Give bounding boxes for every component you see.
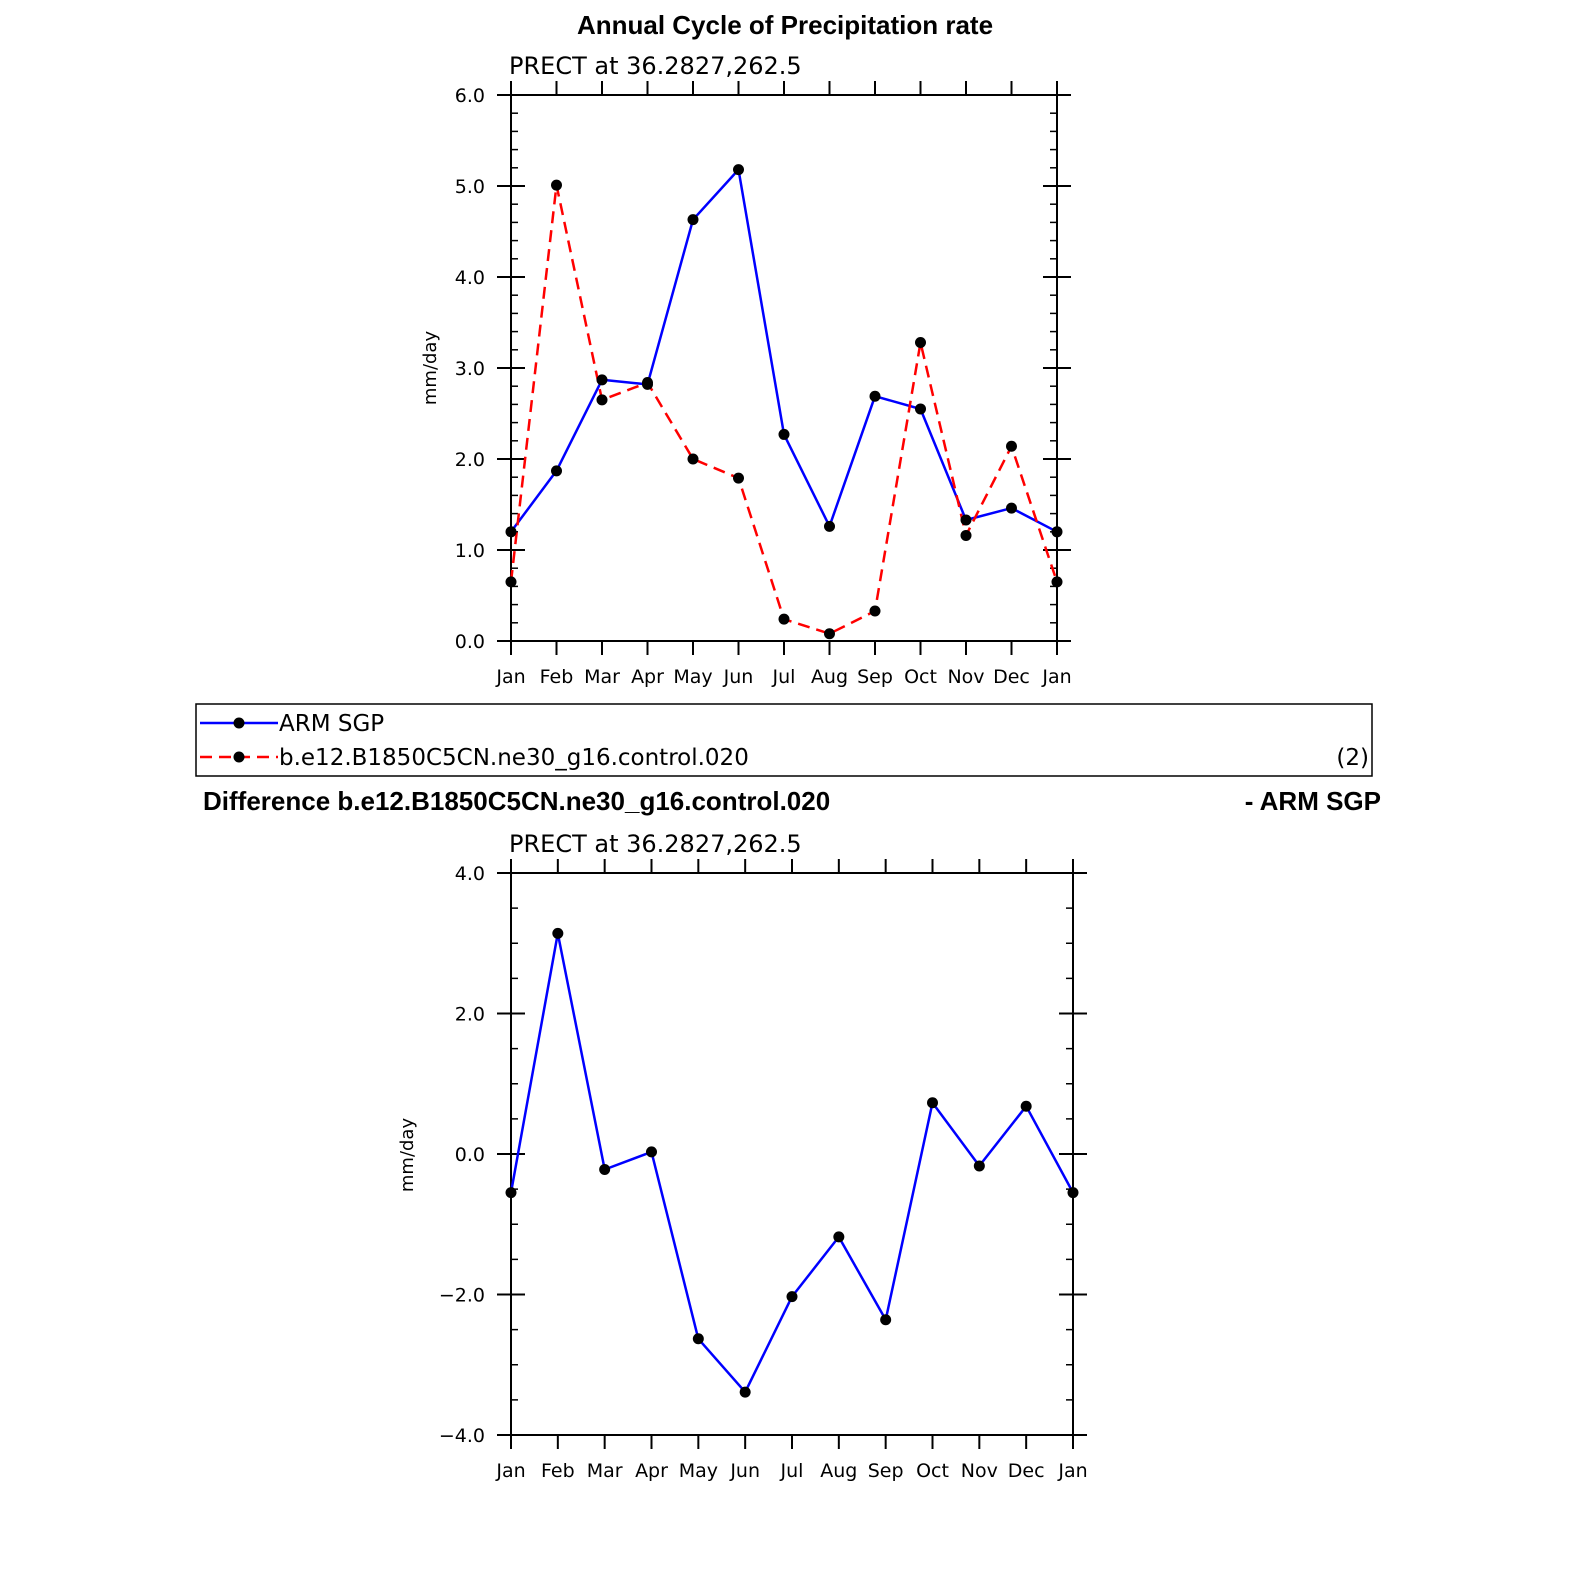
- top-chart-series-2-point: [869, 605, 881, 617]
- top-chart-series-2-point: [1006, 440, 1017, 452]
- bottom-chart-xtick-label: Oct: [916, 1460, 949, 1482]
- top-chart-ytick-label: 1.0: [455, 540, 485, 562]
- top-chart-series-1-point: [687, 214, 699, 226]
- top-chart-series-1-point: [915, 403, 926, 415]
- top-chart-series-1-point: [869, 390, 881, 402]
- bottom-chart-ytick-label: 0.0: [455, 1144, 485, 1166]
- bottom-chart-title-right: - ARM SGP: [1245, 786, 1381, 816]
- bottom-chart-xtick-label: Jun: [729, 1460, 760, 1482]
- top-chart-xtick-label: Jul: [772, 666, 796, 688]
- top-chart-xtick-label: Nov: [947, 666, 984, 688]
- top-chart-series-2-point: [505, 576, 517, 588]
- bottom-chart-xtick-label: Nov: [961, 1460, 998, 1482]
- top-chart-title: Annual Cycle of Precipitation rate: [577, 10, 993, 40]
- top-chart-series-1-point: [505, 526, 517, 538]
- bottom-chart-title-left: Difference b.e12.B1850C5CN.ne30_g16.cont…: [203, 786, 830, 816]
- bottom-chart-ylabel: mm/day: [397, 1118, 418, 1193]
- legend-note: (2): [1336, 745, 1369, 771]
- legend-marker-series-2: [233, 751, 245, 763]
- bottom-chart-xtick-label: Apr: [635, 1460, 668, 1482]
- bottom-chart-ytick-label: 4.0: [455, 863, 485, 885]
- bottom-chart-xtick-label: Jan: [1057, 1460, 1087, 1482]
- top-chart-series-2-point: [596, 394, 608, 406]
- top-chart-series-2-point: [824, 628, 835, 640]
- legend: ARM SGP b.e12.B1850C5CN.ne30_g16.control…: [195, 703, 1373, 777]
- bottom-chart-series-1-point: [599, 1163, 611, 1175]
- top-chart-series-1-point: [778, 428, 790, 440]
- top-chart-xtick-label: Mar: [584, 666, 620, 688]
- bottom-chart-xtick-label: Aug: [820, 1460, 857, 1482]
- bottom-chart-series-1-point: [1067, 1187, 1079, 1199]
- bottom-chart-xtick-label: Jan: [495, 1460, 525, 1482]
- top-chart-series-2-point: [1051, 576, 1063, 588]
- top-chart-ytick-label: 2.0: [455, 449, 485, 471]
- top-chart-series-2-point: [642, 377, 653, 389]
- bottom-chart-series-1-point: [692, 1333, 704, 1345]
- top-chart-ytick-label: 4.0: [455, 267, 485, 289]
- bottom-chart-series-1-point: [786, 1291, 798, 1303]
- legend-box: [195, 703, 1373, 777]
- bottom-chart-series-1-point: [833, 1231, 845, 1243]
- top-chart-xtick-label: May: [673, 666, 712, 688]
- top-chart-xtick-label: Jan: [1041, 666, 1071, 688]
- top-chart-series-2-point: [778, 613, 790, 625]
- legend-label-series-1: ARM SGP: [279, 711, 384, 737]
- top-chart-series-2-point: [960, 529, 972, 541]
- top-chart-ytick-label: 3.0: [455, 358, 485, 380]
- bottom-chart-xtick-label: Feb: [541, 1460, 575, 1482]
- bottom-chart-ytick-label: −4.0: [439, 1425, 485, 1447]
- top-chart-series-1-point: [596, 374, 608, 386]
- top-chart-subtitle: PRECT at 36.2827,262.5: [509, 52, 802, 80]
- top-chart-ytick-label: 0.0: [455, 631, 485, 653]
- bottom-chart-ytick-label: −2.0: [439, 1285, 485, 1307]
- bottom-chart-series-1-point: [1020, 1100, 1032, 1112]
- bottom-chart-series-1-point: [880, 1314, 892, 1326]
- top-chart-xtick-label: Sep: [857, 666, 893, 688]
- legend-label-series-2: b.e12.B1850C5CN.ne30_g16.control.020: [279, 745, 749, 771]
- top-plot-area: 0.0 1.0 2.0 3.0 4.0 5.0 6.0 Jan Feb Mar Apr May Jun J…: [455, 81, 1072, 688]
- top-chart-xtick-label: Feb: [540, 666, 574, 688]
- top-chart-series-1-point: [824, 520, 835, 532]
- top-chart-series-1-point: [1051, 526, 1063, 538]
- top-chart-xtick-label: Jun: [723, 666, 754, 688]
- top-chart-series-2-point: [915, 337, 926, 349]
- top-chart-series-1-point: [733, 164, 744, 176]
- top-chart-series-2-point: [551, 179, 562, 191]
- bottom-chart-series-1-point: [505, 1187, 517, 1199]
- top-chart-ytick-label: 5.0: [455, 176, 485, 198]
- bottom-chart-xtick-label: Mar: [587, 1460, 623, 1482]
- top-chart-xtick-label: Oct: [904, 666, 937, 688]
- top-chart-xtick-label: Jan: [495, 666, 525, 688]
- bottom-chart-series-1-point: [927, 1097, 938, 1109]
- top-chart-series-2-point: [733, 472, 744, 484]
- legend-marker-series-1: [233, 717, 245, 729]
- top-chart-series-1-point: [960, 514, 972, 526]
- bottom-chart-xtick-label: Dec: [1008, 1460, 1045, 1482]
- bottom-chart-ytick-label: 2.0: [455, 1004, 485, 1026]
- bottom-chart-series-1-point: [739, 1386, 751, 1398]
- top-chart-ytick-label: 6.0: [455, 85, 485, 107]
- top-chart-series-line-1: [509, 168, 1058, 533]
- bottom-chart-series-line-1: [509, 932, 1075, 1394]
- top-chart-series-1-point: [551, 465, 562, 477]
- bottom-chart-series-1-point: [973, 1160, 985, 1172]
- top-chart-xtick-label: Dec: [993, 666, 1030, 688]
- top-chart-frame: [510, 94, 1058, 642]
- top-chart-xtick-label: Apr: [631, 666, 664, 688]
- bottom-chart-series-1-point: [552, 927, 564, 939]
- bottom-chart-xtick-label: Jul: [780, 1460, 804, 1482]
- bottom-chart-subtitle: PRECT at 36.2827,262.5: [509, 830, 802, 858]
- bottom-plot-area: −4.0 −2.0 0.0 2.0 4.0 Jan Feb Mar Apr May Jun Jul Au…: [439, 859, 1088, 1482]
- top-chart-xtick-label: Aug: [811, 666, 848, 688]
- top-chart-ylabel: mm/day: [420, 331, 441, 406]
- bottom-chart-xtick-label: May: [679, 1460, 718, 1482]
- bottom-chart-series-1-point: [646, 1146, 657, 1158]
- top-chart-series-line-2: [509, 183, 1059, 635]
- top-chart-series-2-point: [687, 453, 699, 465]
- top-chart-series-1-point: [1006, 502, 1017, 514]
- bottom-chart-xtick-label: Sep: [868, 1460, 904, 1482]
